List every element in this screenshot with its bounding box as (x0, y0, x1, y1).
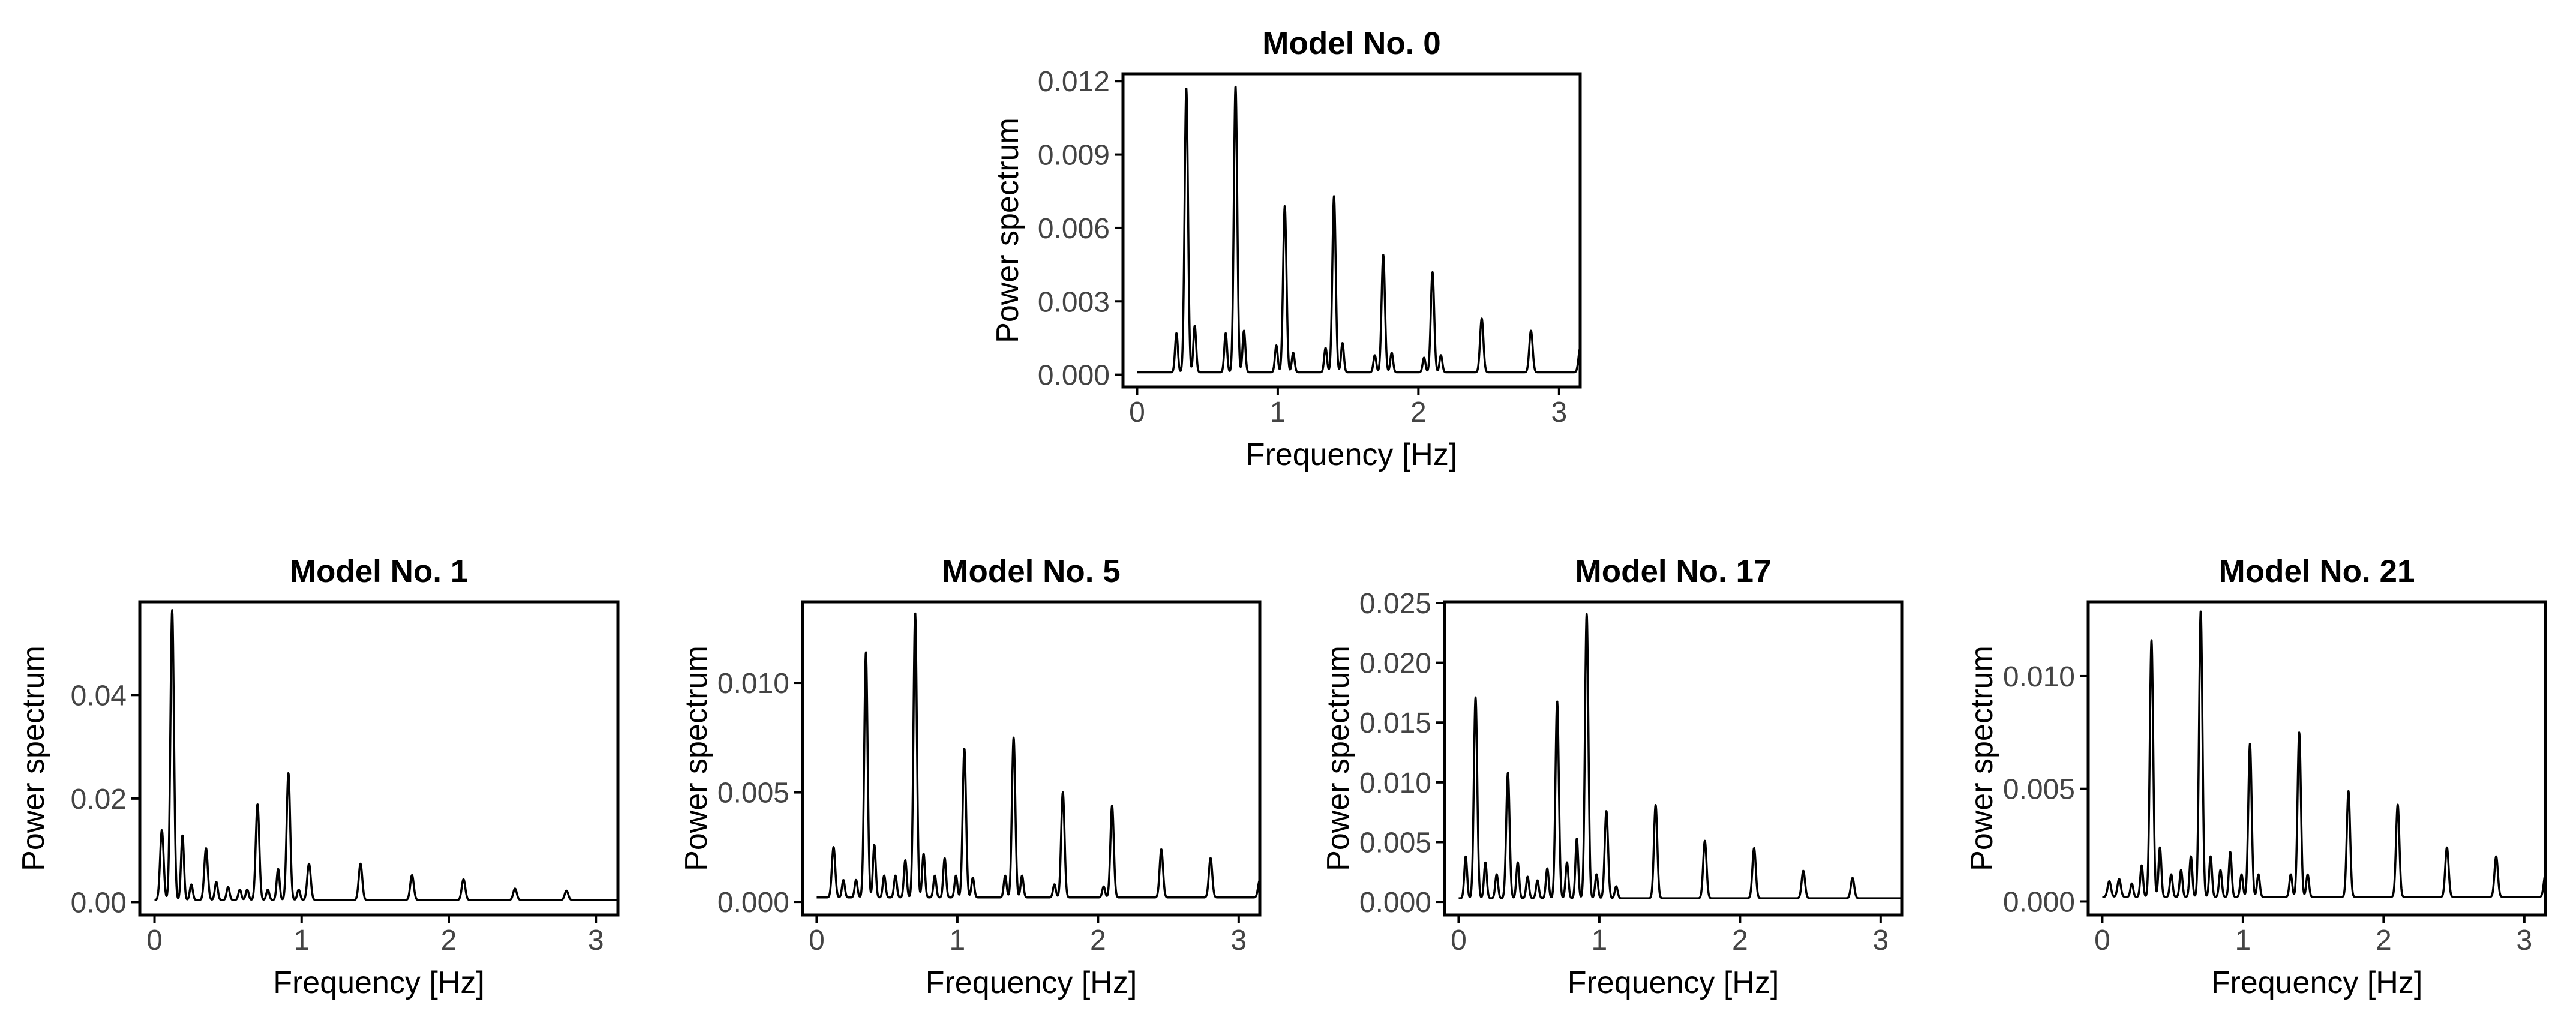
x-tick-label: 3 (588, 925, 604, 956)
y-tick-label: 0.000 (2003, 886, 2075, 918)
x-tick-label: 1 (1270, 397, 1286, 428)
x-tick-label: 1 (293, 925, 310, 956)
x-tick-label: 2 (1410, 397, 1427, 428)
y-tick-label: 0.000 (1359, 887, 1431, 919)
y-tick-label: 0.010 (2003, 661, 2075, 693)
x-tick-label: 3 (2516, 925, 2532, 956)
chart-panel: Model No. 1 0 1 2 3 0.00 0.02 0.04 Frequency [Hz… (16, 554, 620, 1000)
x-tick-label: 0 (1129, 397, 1145, 428)
chart-title: Model No. 17 (1575, 554, 1772, 589)
x-axis-label: Frequency [Hz] (1568, 965, 1779, 1000)
x-tick-label: 2 (441, 925, 457, 956)
chart-panel: Model No. 21 0 1 2 3 0.000 0.005 0.010 Frequency… (1965, 554, 2547, 1000)
y-tick-label: 0.005 (2003, 774, 2075, 806)
y-axis-label: Power spectrum (679, 646, 714, 871)
y-tick-label: 0.009 (1038, 140, 1110, 172)
y-axis-label: Power spectrum (1321, 646, 1356, 871)
y-tick-label: 0.012 (1038, 66, 1110, 98)
chart-panel: Model No. 0 0 1 2 3 0.000 0.003 0.006 0.009 0.012… (990, 26, 1582, 472)
power-spectrum-line (816, 612, 1260, 899)
chart-title: Model No. 0 (1262, 26, 1440, 61)
x-tick-label: 1 (1592, 925, 1608, 956)
y-tick-label: 0.003 (1038, 286, 1110, 318)
y-axis-label: Power spectrum (1965, 646, 1999, 871)
y-tick-label: 0.000 (1038, 360, 1110, 392)
power-spectrum-line (1458, 613, 1902, 899)
x-tick-label: 1 (2235, 925, 2251, 956)
power-spectrum-line (2101, 610, 2545, 898)
x-axis-label: Frequency [Hz] (273, 965, 485, 1000)
plot-frame (1443, 600, 1904, 917)
y-tick-label: 0.006 (1038, 213, 1110, 245)
x-tick-label: 0 (146, 925, 163, 956)
x-tick-label: 3 (1872, 925, 1889, 956)
x-tick-label: 2 (1090, 925, 1106, 956)
chart-panel: Model No. 5 0 1 2 3 0.000 0.005 0.010 Frequency … (679, 554, 1262, 1000)
x-tick-label: 0 (1451, 925, 1467, 956)
x-axis-label: Frequency [Hz] (926, 965, 1137, 1000)
plot-frame (801, 600, 1262, 917)
x-tick-label: 3 (1230, 925, 1247, 956)
plot-frame (2086, 600, 2547, 917)
x-tick-label: 2 (1732, 925, 1748, 956)
y-tick-label: 0.04 (71, 680, 127, 712)
x-axis-label: Frequency [Hz] (1246, 437, 1458, 472)
y-tick-label: 0.005 (717, 778, 789, 809)
plot-frame (138, 600, 620, 917)
x-tick-label: 0 (809, 925, 825, 956)
y-axis-label: Power spectrum (990, 118, 1025, 343)
power-spectrum-line (154, 609, 618, 901)
power-spectrum-line (1136, 85, 1580, 374)
x-axis-label: Frequency [Hz] (2211, 965, 2423, 1000)
y-tick-label: 0.010 (1359, 767, 1431, 799)
chart-title: Model No. 21 (2219, 554, 2415, 589)
y-tick-label: 0.015 (1359, 707, 1431, 739)
y-axis-label: Power spectrum (16, 646, 51, 871)
y-tick-label: 0.000 (717, 887, 789, 919)
y-tick-label: 0.00 (71, 887, 127, 919)
chart-title: Model No. 5 (942, 554, 1120, 589)
y-tick-label: 0.025 (1359, 588, 1431, 620)
y-tick-label: 0.020 (1359, 648, 1431, 680)
y-tick-label: 0.02 (71, 784, 127, 815)
x-tick-label: 0 (2094, 925, 2110, 956)
chart-title: Model No. 1 (290, 554, 468, 589)
x-tick-label: 3 (1551, 397, 1567, 428)
x-tick-label: 2 (2376, 925, 2392, 956)
plot-frame (1121, 72, 1582, 389)
x-tick-label: 1 (950, 925, 966, 956)
y-tick-label: 0.005 (1359, 827, 1431, 859)
y-tick-label: 0.010 (717, 668, 789, 700)
chart-panel: Model No. 17 0 1 2 3 0.000 0.005 0.010 0.015 0.02… (1321, 554, 1904, 1000)
